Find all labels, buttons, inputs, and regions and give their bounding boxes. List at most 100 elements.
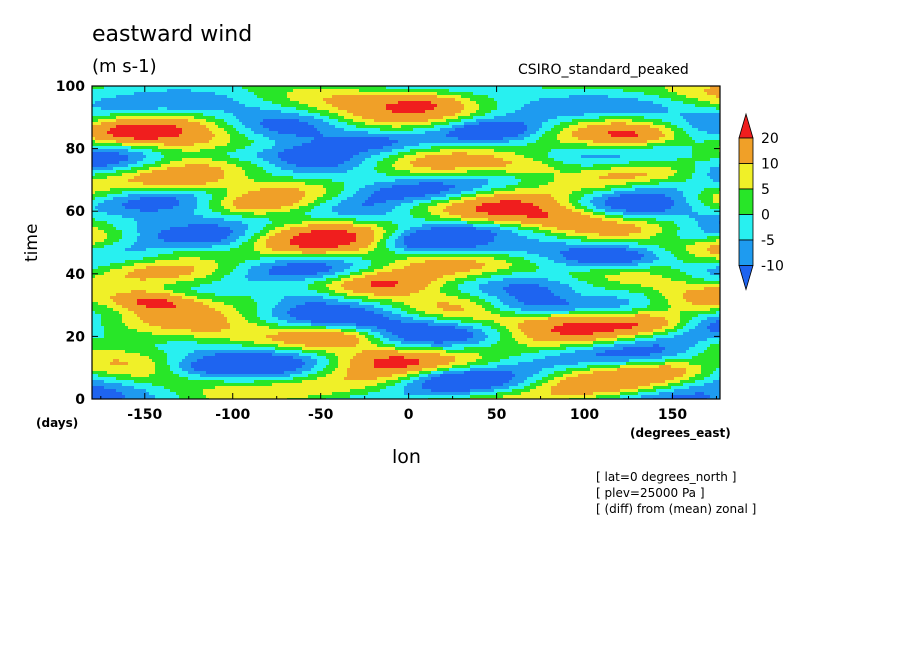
heatmap-cell	[686, 104, 689, 107]
heatmap-cell	[158, 89, 161, 92]
heatmap-cell	[707, 128, 710, 131]
heatmap-cell	[560, 95, 563, 98]
heatmap-cell	[617, 116, 620, 119]
heatmap-cell	[383, 92, 386, 95]
heatmap-cell	[335, 116, 338, 119]
heatmap-cell	[245, 107, 248, 110]
heatmap-cell	[254, 110, 257, 113]
heatmap-cell	[311, 110, 314, 113]
heatmap-cell	[491, 155, 494, 158]
heatmap-cell	[101, 146, 104, 149]
heatmap-cell	[149, 110, 152, 113]
heatmap-cell	[335, 104, 338, 107]
heatmap-cell	[470, 128, 473, 131]
heatmap-cell	[560, 128, 563, 131]
heatmap-cell	[146, 152, 149, 155]
heatmap-cell	[185, 95, 188, 98]
heatmap-cell	[314, 152, 317, 155]
heatmap-cell	[242, 104, 245, 107]
heatmap-cell	[416, 113, 419, 116]
heatmap-cell	[461, 98, 464, 101]
heatmap-cell	[554, 89, 557, 92]
heatmap-cell	[209, 137, 212, 140]
heatmap-cell	[617, 107, 620, 110]
heatmap-cell	[329, 149, 332, 152]
heatmap-cell	[614, 146, 617, 149]
heatmap-cell	[686, 143, 689, 146]
heatmap-cell	[602, 92, 605, 95]
heatmap-cell	[233, 89, 236, 92]
heatmap-cell	[452, 131, 455, 134]
heatmap-cell	[305, 89, 308, 92]
heatmap-cell	[272, 122, 275, 125]
heatmap-cell	[470, 113, 473, 116]
heatmap-cell	[578, 92, 581, 95]
heatmap-cell	[623, 119, 626, 122]
heatmap-cell	[125, 101, 128, 104]
heatmap-cell	[599, 146, 602, 149]
heatmap-cell	[470, 107, 473, 110]
heatmap-cell	[239, 125, 242, 128]
heatmap-cell	[590, 131, 593, 134]
heatmap-cell	[524, 128, 527, 131]
heatmap-cell	[557, 131, 560, 134]
heatmap-cell	[653, 119, 656, 122]
heatmap-cell	[431, 149, 434, 152]
heatmap-cell	[476, 125, 479, 128]
heatmap-cell	[329, 101, 332, 104]
heatmap-cell	[467, 104, 470, 107]
heatmap-cell	[524, 137, 527, 140]
heatmap-cell	[257, 89, 260, 92]
heatmap-cell	[704, 134, 707, 137]
heatmap-cell	[197, 137, 200, 140]
heatmap-cell	[242, 95, 245, 98]
heatmap-cell	[416, 134, 419, 137]
heatmap-cell	[155, 137, 158, 140]
heatmap-cell	[137, 95, 140, 98]
heatmap-cell	[356, 128, 359, 131]
heatmap-cell	[149, 122, 152, 125]
heatmap-cell	[218, 116, 221, 119]
heatmap-cell	[716, 101, 719, 104]
heatmap-cell	[188, 152, 191, 155]
heatmap-cell	[506, 128, 509, 131]
heatmap-cell	[272, 125, 275, 128]
heatmap-cell	[506, 140, 509, 143]
heatmap-cell	[158, 125, 161, 128]
heatmap-cell	[641, 107, 644, 110]
heatmap-cell	[227, 122, 230, 125]
heatmap-cell	[299, 101, 302, 104]
heatmap-cell	[407, 131, 410, 134]
heatmap-cell	[626, 125, 629, 128]
heatmap-cell	[257, 116, 260, 119]
heatmap-cell	[152, 89, 155, 92]
heatmap-cell	[218, 95, 221, 98]
heatmap-cell	[407, 122, 410, 125]
heatmap-cell	[296, 140, 299, 143]
heatmap-cell	[380, 125, 383, 128]
heatmap-cell	[353, 140, 356, 143]
heatmap-cell	[707, 107, 710, 110]
heatmap-cell	[116, 116, 119, 119]
heatmap-cell	[302, 92, 305, 95]
heatmap-cell	[122, 116, 125, 119]
heatmap-cell	[311, 116, 314, 119]
heatmap-cell	[176, 119, 179, 122]
heatmap-cell	[242, 122, 245, 125]
heatmap-cell	[218, 125, 221, 128]
heatmap-cell	[560, 104, 563, 107]
heatmap-cell	[320, 131, 323, 134]
heatmap-cell	[224, 131, 227, 134]
heatmap-cell	[257, 152, 260, 155]
heatmap-cell	[665, 107, 668, 110]
heatmap-cell	[680, 113, 683, 116]
heatmap-cell	[473, 98, 476, 101]
heatmap-cell	[224, 92, 227, 95]
heatmap-cell	[488, 95, 491, 98]
heatmap-cell	[386, 143, 389, 146]
heatmap-cell	[98, 98, 101, 101]
heatmap-cell	[563, 140, 566, 143]
heatmap-cell	[509, 125, 512, 128]
heatmap-cell	[458, 113, 461, 116]
heatmap-cell	[236, 119, 239, 122]
